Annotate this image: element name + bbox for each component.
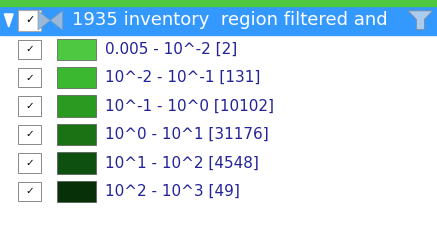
FancyBboxPatch shape: [18, 10, 41, 31]
Text: ✓: ✓: [25, 44, 34, 54]
Text: 10^-2 - 10^-1 [131]: 10^-2 - 10^-1 [131]: [105, 70, 260, 85]
Bar: [57, 124, 96, 145]
Polygon shape: [408, 11, 433, 30]
Text: 0.005 - 10^-2 [2]: 0.005 - 10^-2 [2]: [105, 42, 237, 57]
FancyBboxPatch shape: [18, 125, 41, 144]
FancyBboxPatch shape: [18, 40, 41, 59]
FancyBboxPatch shape: [18, 153, 41, 173]
Bar: [57, 67, 96, 88]
Text: ✓: ✓: [25, 129, 34, 140]
Bar: [57, 39, 96, 60]
Text: 10^2 - 10^3 [49]: 10^2 - 10^3 [49]: [105, 184, 240, 199]
Text: 10^0 - 10^1 [31176]: 10^0 - 10^1 [31176]: [105, 127, 269, 142]
Bar: [0, 0, 437, 6]
FancyBboxPatch shape: [18, 96, 41, 116]
Polygon shape: [38, 11, 62, 30]
Text: 10^1 - 10^2 [4548]: 10^1 - 10^2 [4548]: [105, 155, 259, 170]
Text: ✓: ✓: [25, 186, 34, 196]
Text: ✓: ✓: [25, 73, 34, 83]
FancyBboxPatch shape: [18, 68, 41, 87]
Text: ✓: ✓: [25, 158, 34, 168]
Bar: [57, 152, 96, 173]
Text: ✓: ✓: [25, 15, 35, 25]
Text: 10^-1 - 10^0 [10102]: 10^-1 - 10^0 [10102]: [105, 99, 274, 114]
Text: 1935 inventory  region filtered and: 1935 inventory region filtered and: [72, 11, 388, 30]
Bar: [57, 181, 96, 202]
Text: ✓: ✓: [25, 101, 34, 111]
FancyBboxPatch shape: [18, 182, 41, 201]
Bar: [0, 6, 437, 35]
Bar: [57, 96, 96, 117]
Polygon shape: [4, 14, 13, 27]
